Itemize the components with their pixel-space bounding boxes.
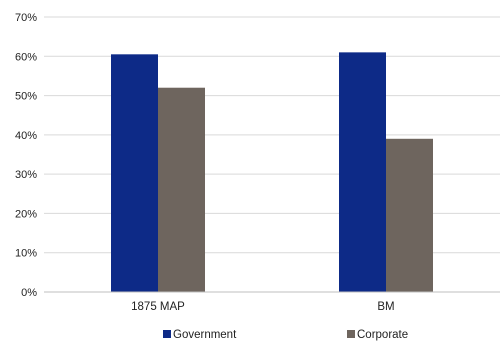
bar-government-2 (339, 52, 386, 292)
y-tick-label: 30% (15, 169, 37, 181)
bar-corporate-1 (158, 87, 205, 292)
x-category-label: BM (377, 301, 394, 313)
bars (111, 52, 433, 293)
legend-swatch-corporate (347, 330, 355, 338)
legend: Government Corporate (163, 329, 408, 341)
y-tick-label: 20% (15, 208, 37, 220)
y-tick-label: 70% (15, 12, 37, 24)
x-axis-categories: 1875 MAP BM (131, 301, 394, 313)
legend-label-corporate: Corporate (357, 329, 408, 341)
y-axis-ticks: 0% 10% 20% 30% 40% 50% 60% 70% (15, 12, 37, 299)
bar-corporate-2 (386, 138, 433, 292)
legend-swatch-government (163, 330, 171, 338)
y-tick-label: 50% (15, 91, 37, 103)
y-tick-label: 0% (21, 287, 37, 299)
y-tick-label: 10% (15, 248, 37, 260)
bar-government-1 (111, 54, 158, 293)
y-tick-label: 60% (15, 51, 37, 63)
legend-label-government: Government (173, 329, 237, 341)
y-tick-label: 40% (15, 130, 37, 142)
x-category-label: 1875 MAP (131, 301, 185, 313)
